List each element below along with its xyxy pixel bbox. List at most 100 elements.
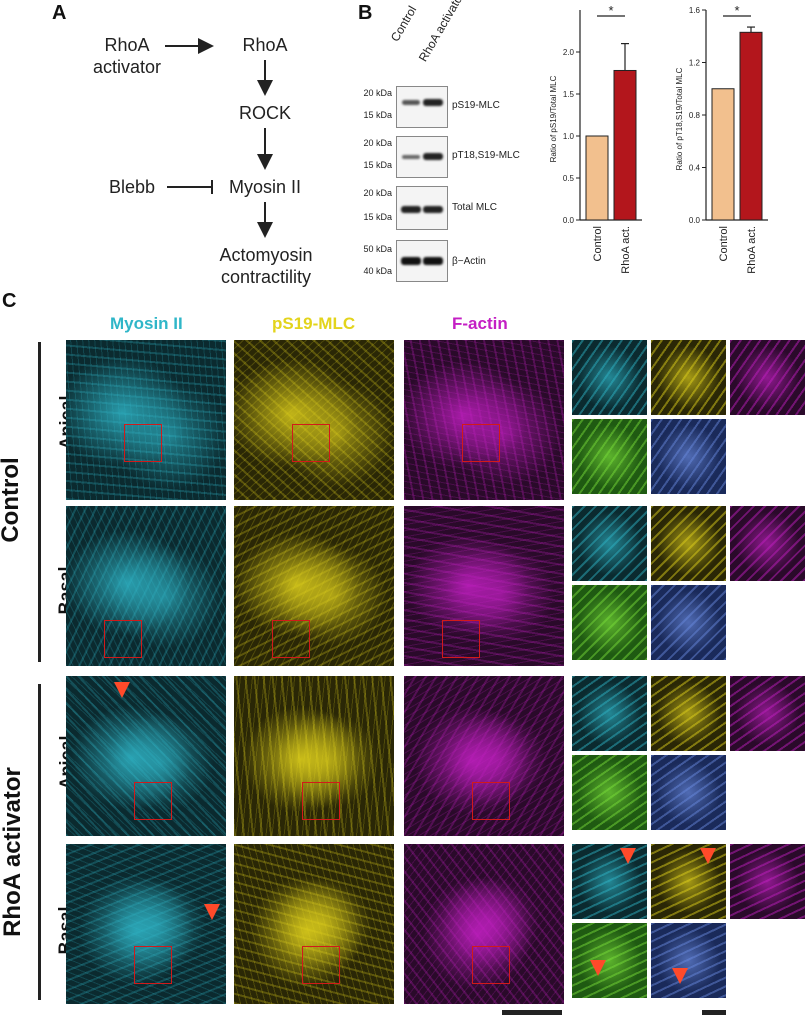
arrowhead-marker: [590, 960, 606, 976]
group-label-control: Control: [0, 457, 24, 543]
panel-label-a: A: [52, 2, 67, 24]
inset-merge-myosin-factin: [651, 585, 726, 660]
micrograph-factin: [404, 506, 564, 666]
panel-label-b: B: [358, 2, 373, 24]
arrowhead-marker: [204, 904, 220, 920]
roi-box: [134, 782, 172, 820]
pathway-arrows: [165, 38, 273, 238]
micrograph-myosin: [66, 676, 226, 836]
kda-label: 15 kDa: [363, 160, 392, 170]
inset-myosin: [572, 340, 647, 415]
inset-merge-myosin-ps19: [572, 419, 647, 494]
inset-ps19: [651, 506, 726, 581]
kda-label: 20 kDa: [363, 188, 392, 198]
inset-ps19: [651, 676, 726, 751]
group-bar-rhoa: [38, 684, 41, 1000]
y-tick-label: 1.0: [563, 132, 575, 141]
inset-merge-myosin-ps19: [572, 585, 647, 660]
inset-factin: [730, 340, 805, 415]
category-label: RhoA act.: [620, 226, 632, 274]
blot-strip-ps19: [396, 86, 448, 128]
arrowhead-marker: [700, 848, 716, 864]
roi-box: [302, 946, 340, 984]
micrograph-factin: [404, 676, 564, 836]
y-tick-label: 0.0: [689, 216, 701, 225]
y-axis-label: Ratio of pS19/Total MLC: [549, 75, 558, 162]
scale-bar-inset: [702, 1010, 726, 1015]
pathway-rock: ROCK: [238, 103, 291, 123]
micrograph-myosin: [66, 844, 226, 1004]
y-tick-label: 2.0: [563, 48, 575, 57]
micrograph-ps19: [234, 340, 394, 500]
y-axis-label: Ratio of pT18,S19/Total MLC: [675, 67, 684, 170]
blot-name-pt18s19: pT18,S19-MLC: [452, 150, 520, 161]
micrograph-ps19: [234, 844, 394, 1004]
roi-box: [442, 620, 480, 658]
y-tick-label: 1.6: [689, 6, 701, 15]
micrograph-myosin: [66, 506, 226, 666]
micrograph-myosin: [66, 340, 226, 500]
inset-factin: [730, 506, 805, 581]
roi-box: [134, 946, 172, 984]
inset-factin: [730, 676, 805, 751]
kda-label: 15 kDa: [363, 212, 392, 222]
y-tick-label: 0.0: [563, 216, 575, 225]
y-tick-label: 0.5: [563, 174, 575, 183]
bar: [711, 88, 735, 221]
micrograph-ps19: [234, 676, 394, 836]
roi-box: [462, 424, 500, 462]
micrograph-factin: [404, 844, 564, 1004]
roi-box: [302, 782, 340, 820]
blot-name-total-mlc: Total MLC: [452, 202, 498, 213]
bar: [585, 135, 609, 221]
kda-label: 20 kDa: [363, 88, 392, 98]
scale-bar-main: [502, 1010, 562, 1015]
panel-label-c: C: [2, 290, 17, 312]
roi-box: [104, 620, 142, 658]
channel-label-ps19: pS19-MLC: [272, 314, 356, 333]
roi-box: [472, 782, 510, 820]
channel-label-factin: F-actin: [452, 314, 508, 333]
lane-label-rhoa-activator: RhoA activator: [415, 0, 468, 64]
inset-ps19: [651, 340, 726, 415]
group-label-rhoa: RhoA activator: [0, 767, 26, 937]
blot-strip-pt18s19: [396, 136, 448, 178]
inset-myosin: [572, 506, 647, 581]
blot-strip-beta-actin: [396, 240, 448, 282]
kda-label: 50 kDa: [363, 244, 392, 254]
blot-name-ps19: pS19-MLC: [452, 100, 500, 111]
bar: [739, 31, 763, 221]
roi-box: [272, 620, 310, 658]
category-label: RhoA act.: [746, 226, 758, 274]
micrograph-ps19: [234, 506, 394, 666]
significance-star: *: [608, 3, 613, 18]
arrowhead-marker: [114, 682, 130, 698]
inset-merge-myosin-factin: [651, 755, 726, 830]
kda-label: 15 kDa: [363, 110, 392, 120]
micrograph-factin: [404, 340, 564, 500]
roi-box: [292, 424, 330, 462]
y-tick-label: 1.5: [563, 90, 575, 99]
roi-box: [124, 424, 162, 462]
group-bar-control: [38, 342, 41, 662]
blot-name-beta-actin: β−Actin: [452, 256, 486, 267]
y-tick-label: 1.2: [689, 59, 701, 68]
pathway-rhoa: RhoA: [242, 35, 288, 55]
blot-strip-total-mlc: [396, 186, 448, 230]
inset-merge-myosin-factin: [651, 923, 726, 998]
inset-merge-myosin-factin: [651, 419, 726, 494]
pathway-actomyosin: Actomyosin contractility: [219, 245, 313, 287]
bar: [613, 69, 637, 221]
kda-label: 20 kDa: [363, 138, 392, 148]
roi-box: [472, 946, 510, 984]
bar-chart-ps19: 0.0 0.5 1.0 1.5 2.0 Ratio of pS19/Total MLC Co…: [549, 3, 642, 274]
pathway-blebb: Blebb: [108, 177, 156, 197]
significance-star: *: [734, 3, 739, 18]
pathway-rhoa-activator: RhoA activator: [92, 35, 162, 77]
category-label: Control: [592, 226, 604, 261]
category-label: Control: [718, 226, 730, 261]
arrowhead-marker: [620, 848, 636, 864]
pathway-myosin: Myosin II: [228, 177, 302, 197]
channel-label-myosin: Myosin II: [110, 314, 183, 333]
bar-chart-pt18s19: 0.0 0.4 0.8 1.2 1.6 Ratio of pT18,S19/Total M…: [675, 3, 768, 274]
